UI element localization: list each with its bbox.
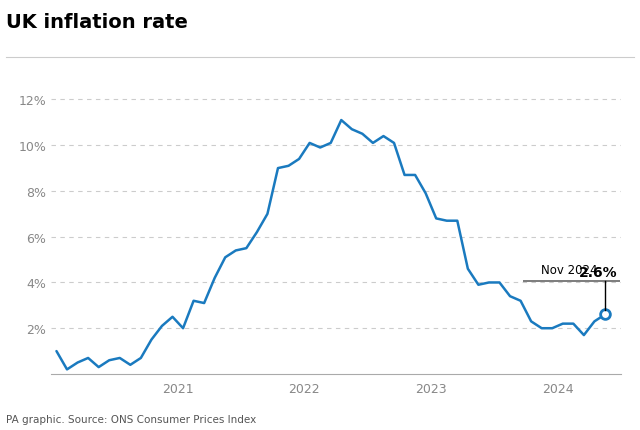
Text: 2.6%: 2.6% — [579, 266, 618, 280]
Text: PA graphic. Source: ONS Consumer Prices Index: PA graphic. Source: ONS Consumer Prices … — [6, 414, 257, 424]
Text: Nov 2024: Nov 2024 — [541, 264, 598, 276]
Text: UK inflation rate: UK inflation rate — [6, 13, 188, 32]
